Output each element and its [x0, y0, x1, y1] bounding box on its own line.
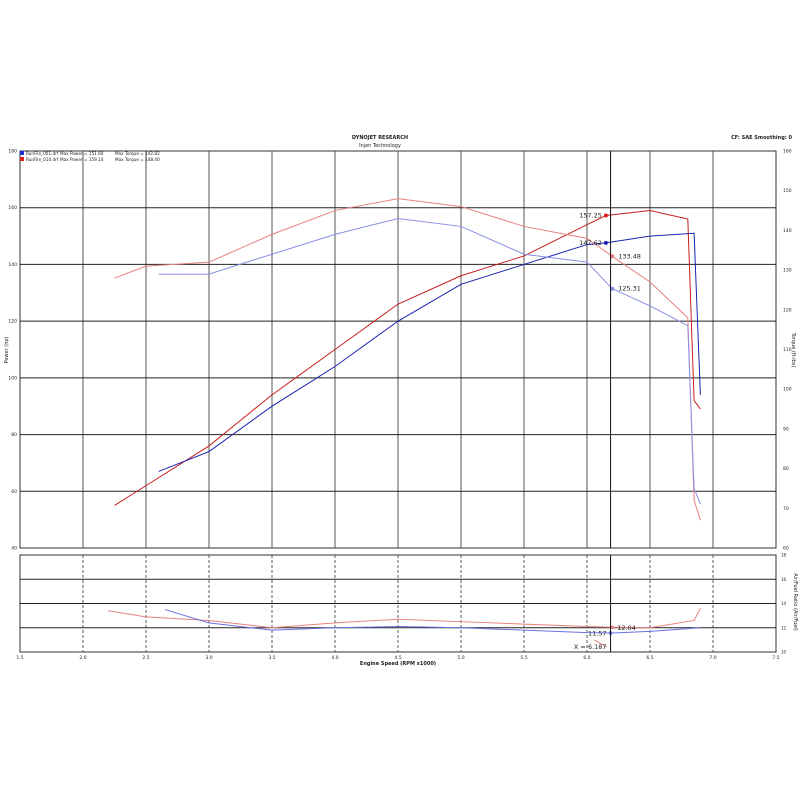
- x-tick-label: 3.0: [205, 655, 212, 661]
- y-tick-label-torque: 70: [783, 506, 789, 512]
- data-label: 12.04: [617, 624, 636, 632]
- data-marker: [603, 240, 608, 245]
- y-tick-label-torque: 90: [783, 426, 789, 432]
- legend: RunFile_001.drf Max Power = 151.60 Max T…: [20, 151, 160, 162]
- x-tick-label: 2.5: [142, 655, 149, 661]
- y-tick-label-torque: 130: [783, 268, 792, 274]
- power-series-line: [114, 210, 701, 506]
- torque-series-line: [114, 198, 701, 521]
- x-axis-label: Engine Speed (RPM x1000): [360, 661, 436, 667]
- data-label: 147.62: [579, 239, 602, 247]
- y-tick-label-torque: 150: [783, 188, 792, 194]
- y-axis-label-afr: Air/Fuel Ratio (Air/Fuel): [792, 573, 798, 631]
- afr-tick-label: 12: [781, 625, 787, 630]
- x-tick-label: 5.0: [457, 655, 464, 661]
- afr-series-line: [164, 609, 701, 634]
- y-tick-label-torque: 160: [783, 149, 792, 155]
- data-marker: [603, 213, 608, 218]
- x-tick-label: 6.0: [583, 655, 590, 661]
- y-tick-label-torque: 110: [783, 347, 792, 353]
- legend-torque: Max Torque = 142.82: [115, 151, 160, 156]
- y-tick-label-power: 60: [11, 489, 17, 495]
- afr-tick-label: 16: [781, 577, 787, 582]
- x-tick-label: 5.5: [520, 655, 527, 661]
- y-tick-label-power: 100: [8, 375, 17, 381]
- power-series-line: [158, 232, 701, 472]
- y-tick-label-torque: 100: [783, 387, 792, 393]
- data-marker: [610, 254, 615, 259]
- cursor-pointer: [594, 639, 607, 648]
- data-label: 157.25: [579, 212, 602, 220]
- legend-power: Max Power = 151.60: [60, 151, 104, 156]
- y-tick-label-power: 80: [11, 432, 17, 438]
- afr-tick-label: 14: [781, 601, 787, 606]
- cursor-readout: X = 6.187: [574, 643, 607, 651]
- y-tick-label-power: 140: [8, 262, 17, 268]
- y-axis-label-torque: Torque (ft-lbs): [790, 332, 796, 368]
- x-tick-label: 3.5: [268, 655, 275, 661]
- x-tick-label: 4.5: [394, 655, 401, 661]
- legend-torque: Max Torque = 148.40: [115, 157, 160, 162]
- chart-subtitle: Injen Technology: [359, 143, 401, 149]
- chart-title: DYNOJET RESEARCH: [352, 135, 408, 141]
- y-tick-label-power: 180: [8, 149, 17, 155]
- y-tick-label-torque: 80: [783, 466, 789, 472]
- x-tick-label: 2.0: [79, 655, 86, 661]
- afr-series-line: [108, 608, 701, 629]
- y-tick-label-torque: 60: [783, 546, 789, 552]
- correction-note: CF: SAE Smoothing: 0: [731, 135, 792, 141]
- data-label: 125.31: [618, 285, 641, 293]
- legend-power: Max Power = 159.10: [60, 157, 104, 162]
- legend-swatch-red: [20, 157, 24, 161]
- y-axis-label-power: Power (hp): [4, 336, 10, 363]
- data-marker: [610, 286, 615, 291]
- afr-tick-label: 10: [781, 650, 787, 655]
- legend-swatch-blue: [20, 151, 24, 155]
- x-tick-label: 7.0: [709, 655, 716, 661]
- x-tick-label: 6.5: [646, 655, 653, 661]
- legend-file: RunFile_010.drf: [26, 157, 59, 162]
- data-label: 133.48: [618, 252, 641, 260]
- y-tick-label-torque: 120: [783, 307, 792, 313]
- torque-series-line: [158, 217, 701, 505]
- data-marker: [610, 625, 614, 630]
- afr-tick-label: 18: [781, 553, 787, 558]
- y-tick-label-power: 120: [8, 319, 17, 325]
- legend-file: RunFile_001.drf: [26, 151, 59, 156]
- y-tick-label-power: 40: [11, 546, 17, 552]
- data-label: 11.57: [588, 629, 607, 637]
- x-tick-label: 4.0: [331, 655, 338, 661]
- x-tick-label: 1.5: [16, 655, 23, 661]
- x-tick-label: 7.5: [772, 655, 779, 661]
- y-tick-label-torque: 140: [783, 228, 792, 234]
- y-tick-label-power: 160: [8, 205, 17, 211]
